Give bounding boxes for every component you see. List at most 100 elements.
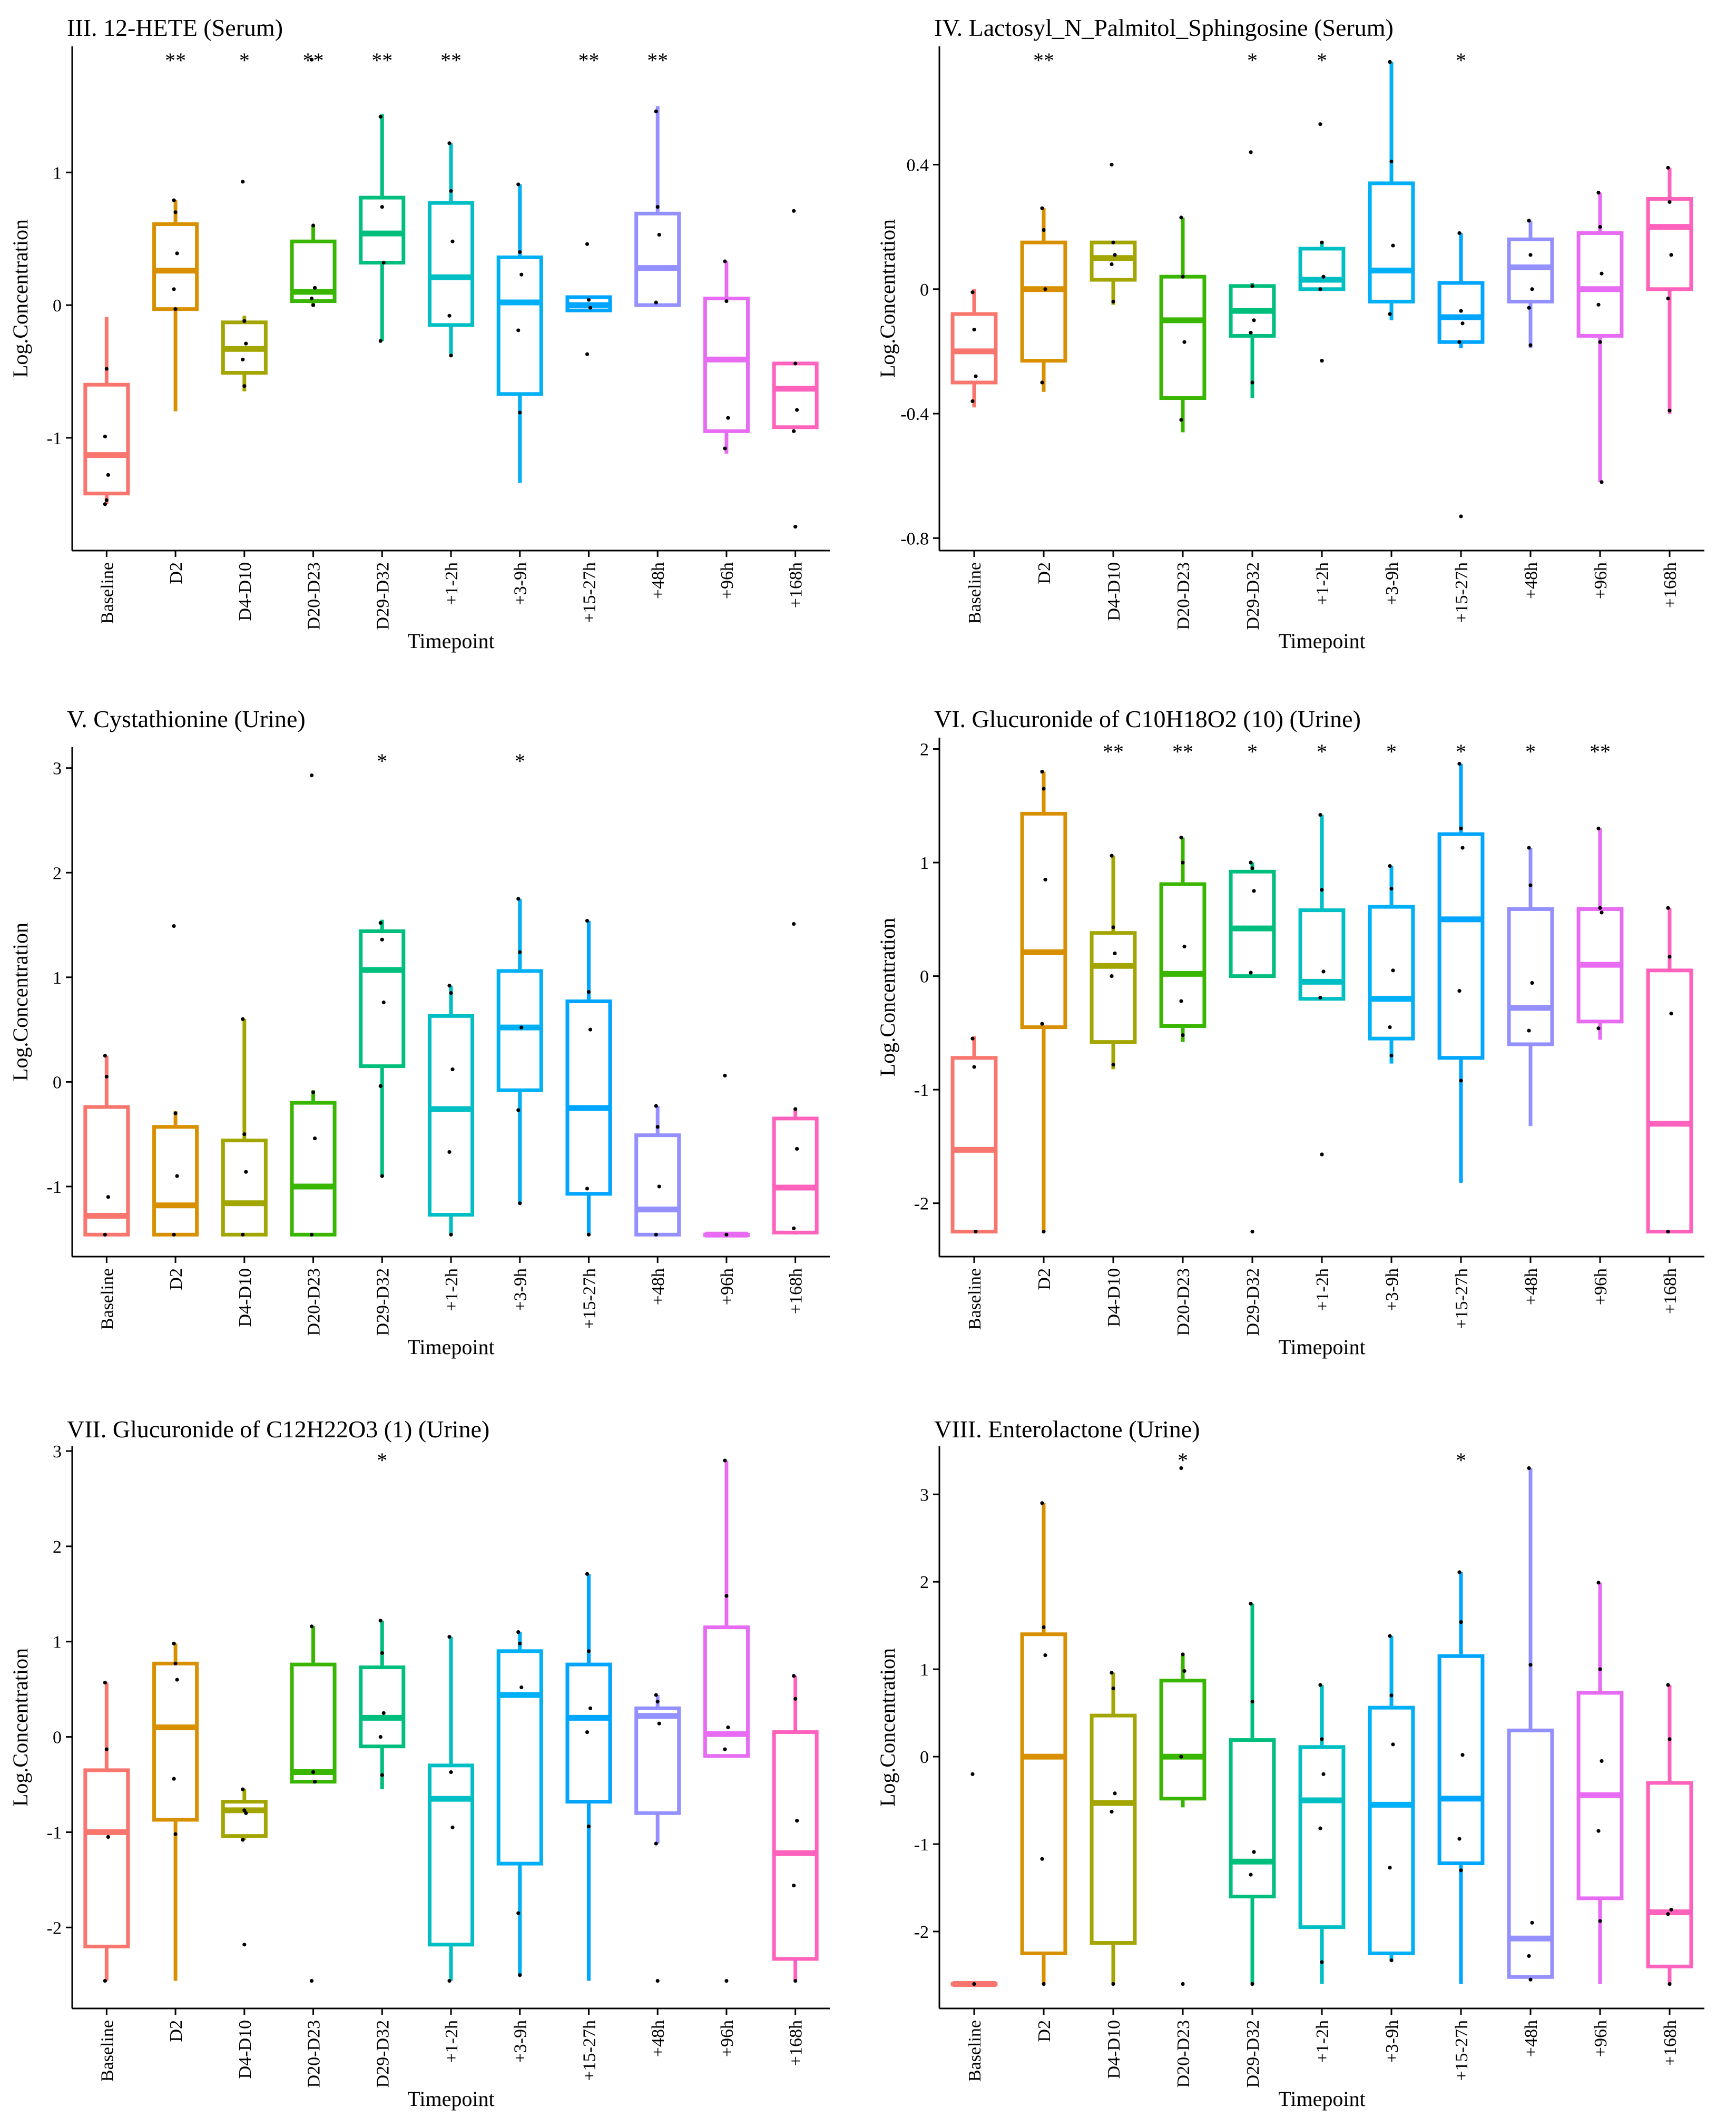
data-point	[1457, 989, 1462, 993]
data-point	[1110, 974, 1114, 978]
data-point	[1250, 1229, 1254, 1234]
box-+1-2h: +1-2h	[427, 1635, 475, 2063]
box-body	[152, 1661, 199, 1822]
x-tick-label: +48h	[649, 2020, 668, 2057]
data-point	[1389, 1958, 1394, 1963]
data-point	[1527, 306, 1531, 310]
data-point	[1318, 122, 1322, 126]
data-point	[1252, 889, 1256, 893]
box-body	[496, 255, 543, 396]
x-tick-label: D2	[166, 562, 186, 584]
y-tick-label: 0	[53, 1073, 62, 1092]
data-point	[654, 109, 658, 114]
y-tick-label: -2	[914, 1194, 929, 1214]
data-point	[654, 1693, 658, 1697]
data-point	[1530, 981, 1534, 985]
x-tick-label: +48h	[1522, 1268, 1541, 1305]
data-point	[172, 1777, 176, 1781]
x-tick-label: Baseline	[965, 2020, 985, 2082]
data-point	[380, 205, 384, 209]
data-point	[1179, 1754, 1183, 1759]
data-point	[1321, 1772, 1326, 1776]
data-point	[1321, 275, 1326, 279]
data-point	[1181, 860, 1185, 865]
data-point	[242, 384, 247, 388]
data-point	[516, 182, 521, 187]
panel-title: V. Cystathionine (Urine)	[67, 705, 306, 732]
data-point	[309, 773, 314, 778]
significance-marker: *	[1317, 48, 1327, 72]
data-point	[1527, 846, 1531, 850]
y-tick-label: 1	[53, 968, 62, 988]
data-point	[1040, 1501, 1044, 1505]
box-body	[1298, 908, 1346, 1001]
data-point	[726, 1725, 730, 1730]
x-tick-label: +3-9h	[511, 2020, 531, 2063]
data-point	[724, 1232, 729, 1237]
data-point	[726, 416, 730, 420]
data-point	[175, 251, 179, 256]
data-point	[1389, 1693, 1394, 1698]
data-point	[1596, 1581, 1601, 1585]
x-tick-label: Baseline	[97, 2020, 117, 2082]
box-D4-D10: D4-D10	[1090, 1671, 1137, 2079]
data-point	[1318, 287, 1322, 291]
data-point	[1320, 1737, 1324, 1741]
box-Baseline: Baseline	[950, 289, 998, 624]
data-point	[447, 313, 452, 318]
box-body	[1229, 1738, 1276, 1899]
y-tick-label: 3	[53, 759, 62, 779]
significance-marker: *	[1317, 740, 1327, 763]
box-body	[83, 1768, 130, 1948]
data-point	[792, 209, 796, 213]
data-point	[381, 260, 386, 265]
data-point	[172, 287, 176, 291]
box-+15-27h: +15-27h **	[565, 48, 612, 623]
data-point	[1252, 1850, 1256, 1854]
data-point	[1042, 787, 1046, 791]
data-point	[655, 1125, 660, 1129]
x-tick-label: D4-D10	[236, 1268, 255, 1327]
data-point	[586, 1232, 591, 1237]
box-+96h: +96h	[703, 1073, 750, 1305]
x-tick-label: +3-9h	[1382, 562, 1402, 605]
box-body	[634, 211, 681, 307]
data-point	[1250, 1982, 1254, 1986]
data-point	[1666, 1683, 1670, 1687]
data-point	[654, 300, 658, 305]
data-point	[1528, 883, 1533, 887]
data-point	[970, 290, 975, 295]
box-body	[1159, 1679, 1207, 1801]
y-tick-label: 1	[920, 854, 929, 873]
data-point	[1179, 1466, 1183, 1471]
data-point	[586, 1649, 591, 1653]
data-point	[1598, 906, 1602, 910]
data-point	[1111, 1687, 1115, 1691]
data-point	[1666, 165, 1670, 170]
x-tick-label: +3-9h	[1382, 1268, 1402, 1311]
data-point	[516, 328, 521, 332]
data-point	[1666, 296, 1670, 301]
data-point	[311, 1090, 316, 1094]
data-point	[1252, 318, 1256, 322]
box-+96h: +96h	[1576, 191, 1624, 599]
data-point	[1600, 1759, 1604, 1763]
x-tick-label: +48h	[649, 1268, 668, 1305]
data-point	[1391, 1742, 1395, 1747]
x-tick-label: +1-2h	[442, 2020, 462, 2063]
panel-title: VII. Glucuronide of C12H22O3 (1) (Urine)	[67, 1416, 489, 1443]
box-+1-2h: +1-2h *	[1298, 48, 1346, 605]
data-point	[1113, 253, 1117, 257]
x-tick-label: D29-D32	[1243, 562, 1263, 630]
box-D4-D10: D4-D10	[1090, 162, 1137, 621]
data-point	[1249, 330, 1253, 335]
box-body	[427, 1763, 475, 1947]
panel-3: V. Cystathionine (Urine) -1 0 1 2 3 Log.Concen…	[8, 705, 830, 1359]
data-point	[795, 1146, 799, 1151]
box-body	[1646, 1781, 1693, 1968]
data-point	[1179, 999, 1183, 1003]
data-point	[1040, 770, 1044, 774]
data-point	[1460, 1753, 1465, 1757]
data-point	[103, 1978, 107, 1983]
